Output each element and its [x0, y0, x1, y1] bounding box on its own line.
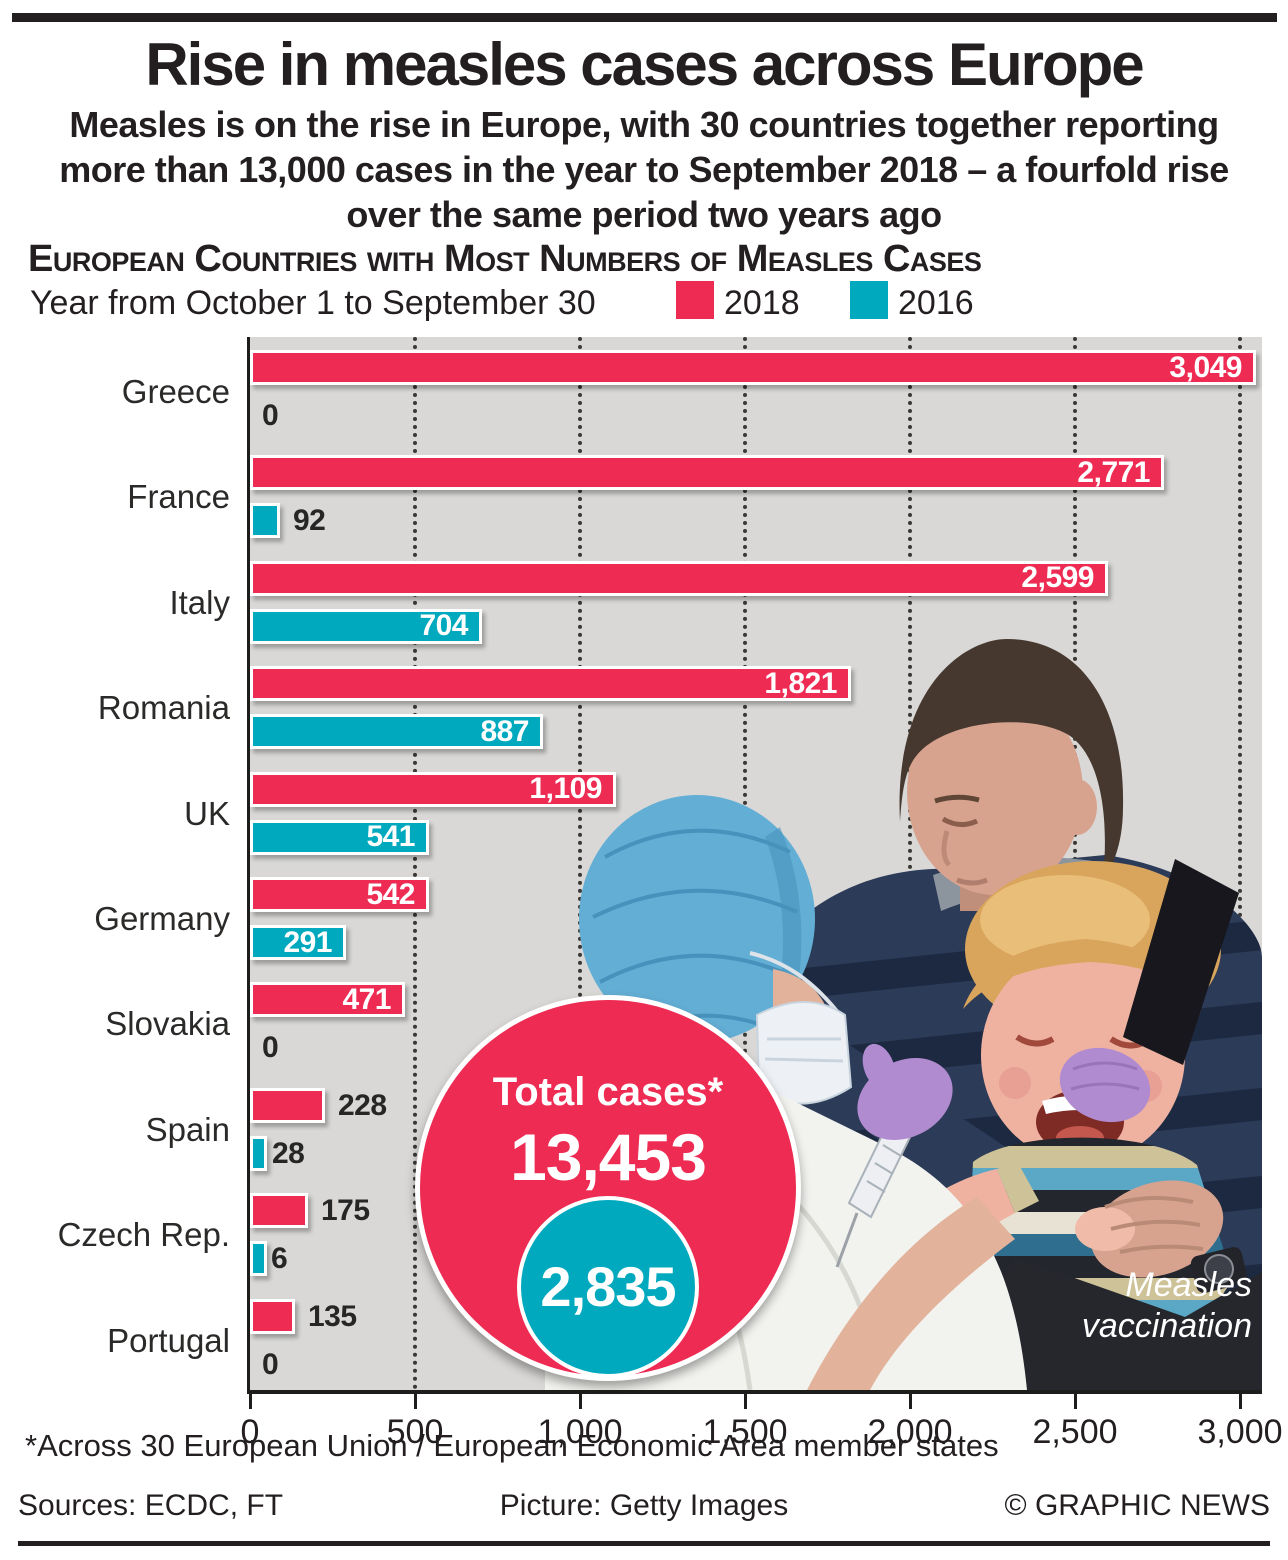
top-rule [12, 13, 1277, 22]
value-label: 0 [262, 1031, 279, 1065]
father-hand [1075, 1180, 1248, 1294]
category-label: Greece [121, 373, 230, 410]
bar-2016-UK: 541 [250, 819, 429, 855]
gridline [908, 337, 912, 1390]
bar-2016-Romania: 887 [250, 714, 543, 750]
page-title: Rise in measles cases across Europe [145, 31, 1144, 98]
subtitle: Measles is on the rise in Europe, with 3… [0, 102, 1288, 237]
value-label: 542 [366, 877, 415, 911]
axis-tick-label: 2,000 [867, 1413, 953, 1451]
value-label: 704 [419, 609, 468, 643]
axis-tick-label: 500 [386, 1413, 444, 1451]
axis-tick [1239, 1394, 1242, 1409]
bar-2016-France [250, 503, 280, 539]
axis-tick [1074, 1394, 1077, 1409]
value-label: 6 [271, 1242, 288, 1276]
footer-copyright: © GRAPHIC NEWS [1004, 1489, 1270, 1522]
axis-tick [249, 1394, 252, 1409]
bar-2016-Spain [250, 1135, 267, 1171]
bar-2018-Slovakia: 471 [250, 982, 405, 1018]
total-cases-label: Total cases* [492, 1070, 724, 1114]
bar-2016-Czech Rep. [250, 1241, 267, 1277]
subtitle-line: more than 13,000 cases in the year to Se… [59, 149, 1229, 190]
value-label: 2,771 [1077, 455, 1150, 489]
value-label: 471 [342, 982, 391, 1016]
bar-2016-Italy: 704 [250, 608, 482, 644]
footer-picture-credit: Picture: Getty Images [499, 1489, 789, 1522]
bar-2018-Romania: 1,821 [250, 666, 851, 702]
photo-caption: Measles vaccination [1081, 1266, 1252, 1345]
axis-tick-label: 0 [240, 1413, 260, 1451]
value-label: 887 [480, 714, 529, 748]
bar-chart: Total cases* 13,453 2,835 Measles vaccin… [58, 337, 1283, 1451]
axis-tick-label: 3,000 [1197, 1413, 1283, 1451]
bar-2018-UK: 1,109 [250, 771, 616, 807]
legend-year-2016: 2016 [898, 284, 974, 322]
value-label: 1,109 [529, 772, 602, 806]
bar-2018-Greece: 3,049 [250, 350, 1256, 385]
category-label: Slovakia [105, 1005, 230, 1043]
category-label: Romania [97, 689, 230, 727]
category-label: Germany [94, 900, 230, 937]
value-label: 28 [272, 1136, 305, 1170]
value-label: 92 [293, 504, 326, 538]
total-cases-2018: 13,453 [510, 1120, 707, 1194]
gridline [413, 337, 417, 1390]
axis-tick [909, 1394, 912, 1409]
subtitle-line: over the same period two years ago [346, 194, 942, 235]
gridline [578, 337, 582, 1390]
value-label: 2,599 [1021, 561, 1094, 595]
bar-2018-France: 2,771 [250, 455, 1164, 491]
chart-heading: European Countries with Most Numbers of … [28, 238, 982, 280]
bar-2016-Germany: 291 [250, 925, 346, 960]
value-label: 541 [366, 820, 415, 854]
legend-period-label: Year from October 1 to September 30 [30, 284, 596, 322]
legend-swatch-2016 [850, 281, 888, 319]
bar-2018-Czech Rep. [250, 1193, 308, 1229]
category-label: Spain [145, 1110, 230, 1148]
footnote: *Across 30 European Union / European Eco… [25, 1428, 999, 1463]
legend-swatch-2018 [676, 281, 714, 319]
bar-2018-Italy: 2,599 [250, 560, 1108, 596]
gridline [1238, 337, 1242, 1390]
category-label: Czech Rep. [57, 1216, 230, 1254]
value-label: 1,821 [764, 666, 837, 700]
bar-2018-Spain [250, 1087, 325, 1123]
axis-tick-label: 2,500 [1032, 1413, 1118, 1451]
bottom-rule [18, 1541, 1270, 1546]
axis-tick [579, 1394, 582, 1409]
value-label: 0 [262, 1347, 279, 1381]
bar-2018-Portugal [250, 1298, 295, 1334]
subtitle-line: Measles is on the rise in Europe, with 3… [69, 104, 1219, 145]
value-label: 0 [262, 399, 279, 432]
trousers [945, 1257, 1262, 1390]
footer-sources: Sources: ECDC, FT [18, 1489, 284, 1522]
axis-tick-label: 1,500 [702, 1413, 788, 1451]
plot-area: Total cases* 13,453 2,835 Measles vaccin… [58, 337, 1283, 1451]
category-label: Italy [169, 583, 230, 621]
footer: Sources: ECDC, FT Picture: Getty Images … [18, 1489, 1270, 1523]
category-label: Portugal [107, 1321, 230, 1359]
total-cases-circle-2016: 2,835 [517, 1196, 699, 1378]
value-label: 135 [308, 1299, 357, 1333]
axis-tick-label: 1,000 [537, 1413, 623, 1451]
watch-icon [1190, 1246, 1248, 1294]
value-label: 3,049 [1169, 350, 1242, 384]
value-label: 228 [338, 1088, 387, 1122]
category-label: UK [184, 794, 230, 832]
legend-year-2018: 2018 [724, 284, 800, 322]
value-label: 175 [321, 1194, 370, 1228]
axis-tick [414, 1394, 417, 1409]
category-label: France [127, 478, 230, 516]
value-label: 291 [283, 925, 332, 959]
bar-2018-Germany: 542 [250, 877, 429, 912]
axis-tick [744, 1394, 747, 1409]
chart-legend: Year from October 1 to September 30 2018… [0, 280, 1288, 324]
